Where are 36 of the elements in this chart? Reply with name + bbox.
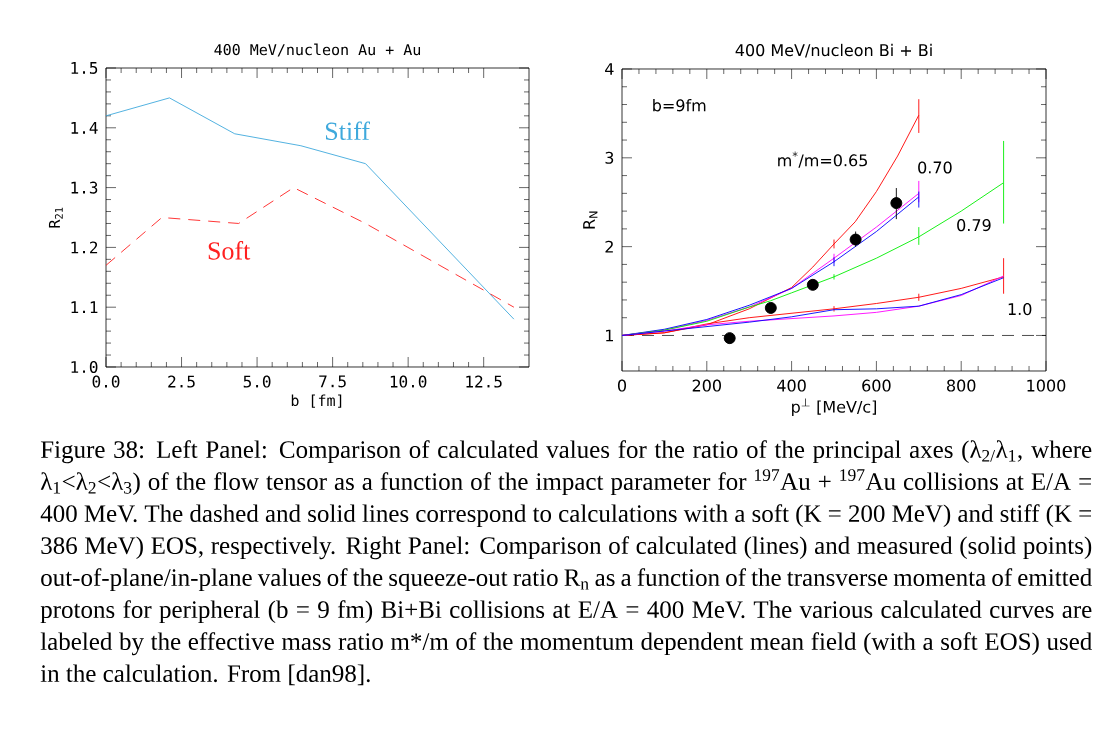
x-tick-label: 10.0 (390, 375, 427, 388)
x-tick-label: 2.5 (168, 375, 195, 388)
x-tick-label: 800 (947, 379, 976, 392)
y-tick-label: 1.1 (71, 301, 98, 314)
y-axis-title: R$_{21}$ (48, 207, 63, 228)
chart-title: 400 MeV/nucleon Bi + Bi (735, 43, 932, 58)
x-tick-label: 400 (777, 379, 806, 392)
text: Figure 38: Left Panel: Comparison of calculated values for the ratio of the principal axes (λ$_{2/}$λ$_{1}$, where λ$_{1}$<λ$_{2}$<λ$_{3}$) of the flow tensor as a function of the impact parameter for $^{197}$Au + $^{197}$Au collisions at E/A = 400 MeV. The dashed and solid lines correspond to calculations with a soft (K = 200 MeV) and stiff (K = 386 MeV) EOS, respectively. Right Panel: Comparison of calculated (lines) and measured (solid points) out-of-plane/in-plane values of the squeeze-out ratio R$_{n}$ as a function of the transverse momenta of emitted protons for peripheral (b = 9 fm) Bi+Bi collisions at E/A = 400 MeV. The various calculated curves are labeled by the effective mass ratio m*/m of the momentum dependent mean field (with a soft EOS) used in the calculation. From [dan98]. (40, 440, 1093, 686)
series-label: 1.0 (1008, 303, 1032, 316)
x-tick-label: 0 (617, 379, 627, 392)
series-label: Stiff (325, 121, 370, 141)
x-tick-label: 7.5 (319, 375, 346, 388)
y-tick-label: 1.2 (71, 241, 98, 254)
y-tick-label: 1.4 (71, 121, 98, 134)
x-tick-label: 200 (692, 379, 721, 392)
x-axis-title: b [fm] (291, 394, 342, 408)
y-axis-title: R$_{N}$ (583, 211, 598, 229)
y-tick-label: 4 (605, 63, 614, 75)
series-label: Soft (208, 241, 251, 260)
x-tick-label: 12.5 (466, 375, 502, 388)
x-tick-label: 1000 (1027, 379, 1066, 392)
x-tick-label: 0.0 (92, 375, 120, 388)
y-tick-label: 1.0 (71, 360, 98, 374)
series-label: 0.79 (957, 219, 991, 232)
annotation: b=9fm (653, 99, 706, 112)
y-tick-label: 1.5 (71, 62, 98, 74)
y-tick-label: 1.3 (71, 181, 98, 194)
y-tick-label: 2 (605, 240, 613, 253)
x-axis-title: p$^{⊥}$ [MeV/c] (792, 398, 876, 416)
chart-title: 400 MeV/nucleon Au + Au (214, 43, 421, 57)
y-tick-label: 1 (606, 329, 613, 342)
y-tick-label: 3 (605, 151, 614, 164)
x-tick-label: 5.0 (243, 375, 271, 388)
x-tick-label: 600 (862, 379, 891, 392)
series-label: 0.70 (918, 161, 952, 174)
series-label: m$^{*}$/m=0.65 (778, 151, 867, 168)
